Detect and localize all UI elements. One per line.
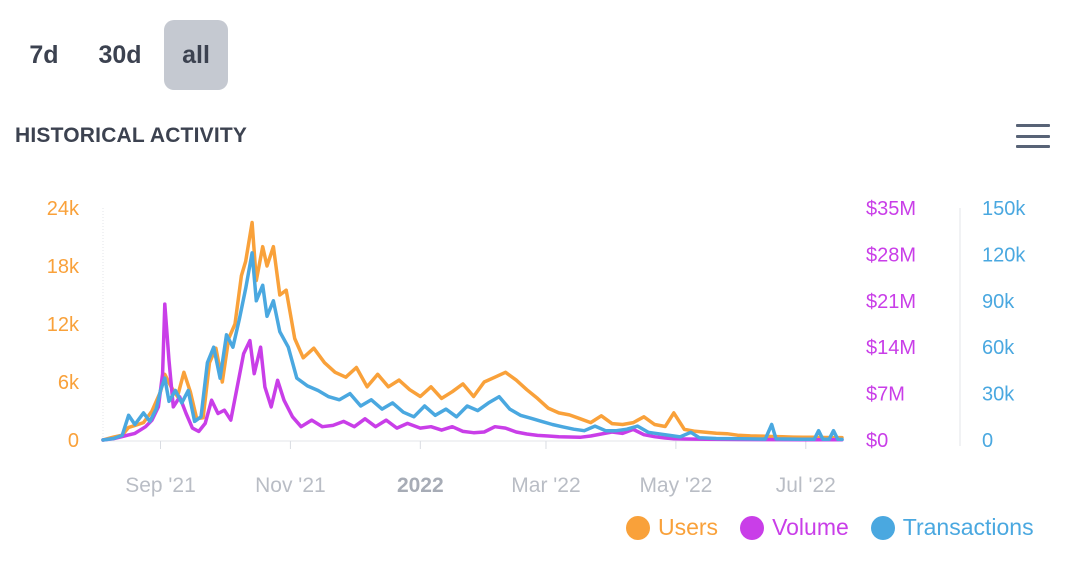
legend-label-users: Users [658, 514, 719, 540]
tab-30d[interactable]: 30d [98, 40, 142, 69]
y-tick-transactions: 150k [982, 198, 1026, 220]
legend-item-users[interactable]: Users [626, 514, 718, 541]
y-tick-volume: $14M [866, 337, 916, 359]
hamburger-menu-icon[interactable] [1016, 124, 1050, 148]
chart-legend: Users Volume Transactions [626, 514, 1034, 541]
y-tick-volume: $28M [866, 244, 916, 266]
y-tick-users: 6k [58, 372, 80, 394]
menu-bar [1016, 134, 1050, 138]
menu-bar [1016, 145, 1050, 148]
x-tick-label: May '22 [639, 474, 712, 497]
y-tick-users: 0 [68, 430, 79, 452]
tab-all[interactable]: all [164, 20, 228, 90]
menu-bar [1016, 124, 1050, 127]
series-line-volume [101, 302, 844, 442]
x-tick-label: Mar '22 [511, 474, 580, 497]
legend-swatch-transactions [870, 515, 895, 540]
y-tick-volume: $7M [866, 384, 905, 406]
chart-title: HISTORICAL ACTIVITY [15, 124, 248, 147]
y-tick-volume: $35M [866, 198, 916, 220]
x-tick-label: Nov '21 [255, 474, 326, 497]
legend-label-volume: Volume [772, 514, 849, 540]
tab-7d[interactable]: 7d [29, 40, 59, 69]
y-tick-transactions: 60k [982, 337, 1015, 359]
y-tick-transactions: 0 [982, 430, 993, 452]
legend-swatch-volume [740, 515, 765, 540]
y-tick-users: 12k [47, 314, 80, 336]
y-tick-transactions: 120k [982, 244, 1026, 266]
series-line-transactions [101, 251, 844, 442]
legend-label-transactions: Transactions [902, 514, 1034, 540]
y-tick-volume: $21M [866, 291, 916, 313]
y-tick-volume: $0 [866, 430, 888, 452]
x-tick-label: 2022 [397, 474, 444, 497]
legend-item-volume[interactable]: Volume [740, 514, 849, 541]
y-tick-users: 18k [47, 256, 80, 278]
x-tick-label: Jul '22 [776, 474, 836, 497]
y-tick-transactions: 30k [982, 384, 1015, 406]
x-tick-label: Sep '21 [125, 474, 196, 497]
legend-swatch-users [626, 515, 650, 540]
time-range-tabs: 7d 30d all [12, 20, 228, 90]
y-tick-users: 24k [47, 198, 80, 220]
legend-item-transactions[interactable]: Transactions [870, 514, 1034, 541]
y-tick-transactions: 90k [982, 291, 1015, 313]
